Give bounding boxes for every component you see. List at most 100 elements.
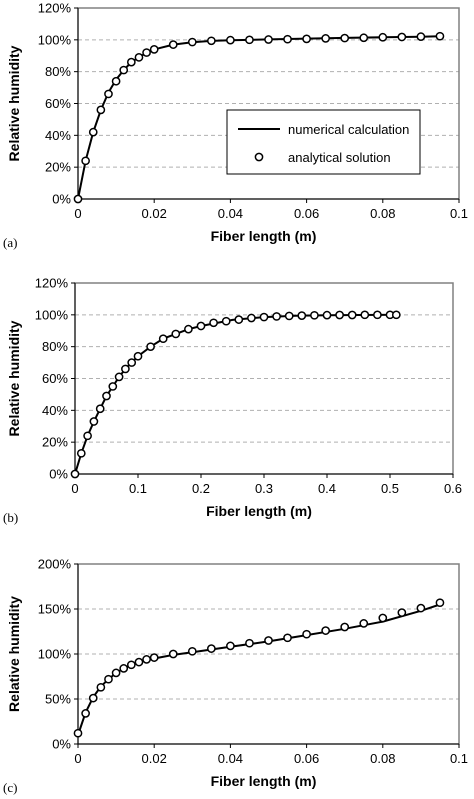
data-point-analytical xyxy=(302,34,311,44)
x-axis-label: Fiber length (m) xyxy=(211,773,317,789)
x-tick-label: 0 xyxy=(71,481,78,496)
legend-label-numerical: numerical calculation xyxy=(288,122,409,137)
data-point-analytical xyxy=(245,35,254,45)
data-point-analytical xyxy=(184,324,193,334)
x-tick-label: 0.6 xyxy=(444,481,462,496)
x-tick-label: 0.1 xyxy=(129,481,147,496)
data-point-analytical xyxy=(373,310,382,320)
data-point-analytical xyxy=(322,310,332,320)
x-tick-label: 0.04 xyxy=(218,751,243,766)
data-point-analytical xyxy=(96,105,106,115)
x-tick-label: 0.06 xyxy=(294,751,319,766)
y-tick-label: 50% xyxy=(45,692,71,707)
data-point-analytical xyxy=(114,372,124,382)
panel-a: 0% 20% 40% 60% 80% 100% 120% 0 0.02 0.04 0.06 0.08 0… xyxy=(3,1,468,251)
data-point-analytical xyxy=(360,310,370,320)
data-point-analytical xyxy=(102,391,111,401)
data-point-analytical xyxy=(73,194,83,204)
panel-label: (a) xyxy=(3,235,17,250)
x-tick-label: 0.06 xyxy=(294,206,319,221)
data-point-analytical xyxy=(321,626,330,635)
y-axis-label: Relative humidity xyxy=(6,320,22,436)
y-axis-label: Relative humidity xyxy=(6,596,22,712)
data-point-analytical xyxy=(70,469,80,479)
data-point-analytical xyxy=(88,693,98,703)
data-point-analytical xyxy=(119,664,129,673)
data-point-analytical xyxy=(133,351,143,361)
data-point-analytical xyxy=(83,431,92,441)
x-tick-label: 0 xyxy=(74,751,81,766)
data-point-analytical xyxy=(126,57,136,67)
data-point-analytical xyxy=(134,52,144,62)
data-point-analytical xyxy=(187,37,197,47)
x-tick-label: 0.02 xyxy=(142,206,167,221)
data-point-analytical xyxy=(259,312,269,322)
legend-circle-swatch xyxy=(254,152,264,162)
y-tick-label: 20% xyxy=(45,160,71,175)
data-point-analytical xyxy=(207,36,216,46)
data-point-analytical xyxy=(226,35,235,45)
data-point-analytical xyxy=(126,660,136,670)
data-point-analytical xyxy=(119,65,129,75)
data-point-analytical xyxy=(81,156,90,166)
data-point-analytical xyxy=(378,613,388,623)
panel-label: (b) xyxy=(3,510,18,525)
data-point-analytical xyxy=(245,638,254,648)
data-point-analytical xyxy=(81,709,90,718)
x-axis-label: Fiber length (m) xyxy=(211,228,317,244)
data-point-analytical xyxy=(226,641,235,651)
y-tick-label: 80% xyxy=(45,64,71,79)
data-point-analytical xyxy=(397,32,407,42)
data-point-analytical xyxy=(321,34,330,43)
data-point-analytical xyxy=(247,313,256,323)
data-point-analytical xyxy=(310,310,319,320)
data-point-analytical xyxy=(158,334,168,344)
data-point-analytical xyxy=(283,633,292,643)
y-tick-label: 0% xyxy=(52,192,71,207)
data-point-analytical xyxy=(340,622,350,632)
legend-box xyxy=(226,109,421,175)
panel-label: (c) xyxy=(3,780,17,795)
data-point-analytical xyxy=(149,653,159,662)
data-point-analytical xyxy=(359,33,369,43)
data-point-analytical xyxy=(168,649,178,659)
y-tick-label: 40% xyxy=(42,403,68,418)
x-axis-label: Fiber length (m) xyxy=(206,503,312,519)
data-point-analytical xyxy=(284,311,294,321)
data-point-analytical xyxy=(234,315,244,324)
data-point-analytical xyxy=(297,311,307,320)
data-point-analytical xyxy=(264,35,273,44)
x-tick-label: 0.4 xyxy=(318,481,336,496)
data-point-analytical xyxy=(88,127,98,137)
y-tick-label: 100% xyxy=(35,307,69,322)
x-tick-label: 0.1 xyxy=(450,206,468,221)
y-tick-label: 60% xyxy=(42,371,68,386)
data-point-analytical xyxy=(121,364,130,374)
y-tick-label: 80% xyxy=(42,339,68,354)
y-tick-label: 150% xyxy=(38,602,72,617)
series-line-numerical xyxy=(77,603,441,736)
y-tick-label: 120% xyxy=(35,276,69,291)
data-point-analytical xyxy=(111,668,121,678)
y-tick-label: 40% xyxy=(45,128,71,143)
x-tick-label: 0.2 xyxy=(192,481,210,496)
data-point-analytical xyxy=(187,646,197,656)
data-point-analytical xyxy=(89,417,99,426)
data-point-analytical xyxy=(171,329,181,339)
x-tick-label: 0.08 xyxy=(370,751,395,766)
data-point-analytical xyxy=(416,603,426,613)
y-tick-label: 100% xyxy=(38,32,72,47)
x-tick-label: 0.04 xyxy=(218,206,243,221)
data-point-analytical xyxy=(168,40,178,49)
y-tick-label: 60% xyxy=(45,96,71,111)
x-tick-label: 0.5 xyxy=(381,481,399,496)
data-point-analytical xyxy=(73,728,83,738)
data-point-analytical xyxy=(283,34,292,44)
data-point-analytical xyxy=(264,636,273,645)
data-point-analytical xyxy=(76,448,86,458)
data-point-analytical xyxy=(302,629,311,639)
data-point-analytical xyxy=(134,657,144,667)
data-point-analytical xyxy=(142,48,151,57)
data-point-analytical xyxy=(435,31,445,41)
